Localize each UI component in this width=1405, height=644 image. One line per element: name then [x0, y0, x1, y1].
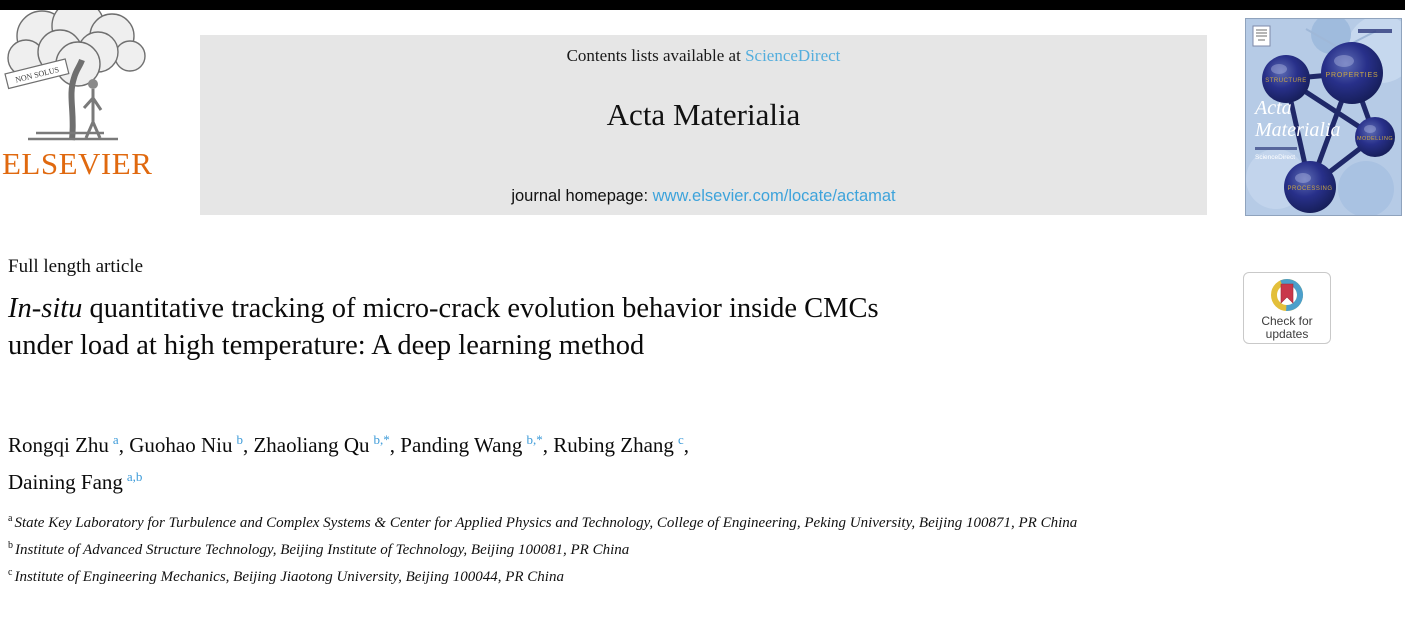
affiliation-list: a State Key Laboratory for Turbulence and…: [8, 509, 1148, 590]
title-line1-rest: quantitative tracking of micro-crack evo…: [89, 293, 879, 324]
cover-sphere-label: PROCESSING: [1287, 186, 1332, 192]
homepage-prefix: journal homepage:: [511, 187, 649, 205]
author-list: Rongqi Zhu a, Guohao Niu b, Zhaoliang Qu b,…: [8, 424, 1218, 498]
title-line2: under load at high temperature: A deep l…: [8, 330, 645, 361]
author-affil-sup: c: [677, 432, 684, 447]
author: Guohao Niu b,: [129, 432, 254, 457]
homepage-link[interactable]: www.elsevier.com/locate/actamat: [652, 187, 896, 205]
author-affil-sup: b,*: [373, 432, 390, 447]
title-italic-part: In-situ: [8, 293, 83, 324]
check-for-updates-badge[interactable]: Check for updates: [1243, 272, 1331, 344]
journal-header-box: Contents lists available at ScienceDirec…: [200, 35, 1207, 215]
cover-sciencedirect-text: ScienceDirect: [1255, 154, 1295, 161]
tree-trunk: [68, 58, 85, 141]
elsevier-tree-logo: NON SOLUS: [4, 0, 146, 141]
bottom-rule: [0, 0, 1405, 2]
affiliation-b: b Institute of Advanced Structure Technol…: [8, 540, 630, 558]
elsevier-wordmark: ELSEVIER: [2, 146, 153, 181]
author: Rongqi Zhu a,: [8, 432, 130, 457]
author-line-1: Rongqi Zhu a, Guohao Niu b, Zhaoliang Qu b,…: [8, 424, 1218, 461]
author: Zhaoliang Qu b,*,: [253, 432, 401, 457]
affiliation-a: a State Key Laboratory for Turbulence and…: [8, 513, 1078, 531]
cover-issn-text: [1358, 29, 1392, 33]
bookmark-icon: [1280, 283, 1294, 304]
cover-sphere-label: MODELLING: [1357, 136, 1393, 142]
author-affil-sup: b: [236, 432, 243, 447]
crossmark-icon: [1271, 279, 1303, 311]
figure-body: [82, 89, 103, 139]
author: Rubing Zhang c,: [553, 432, 689, 457]
journal-cover-image: STRUCTURE PROPERTIES MODELLING PROCESSIN…: [1245, 14, 1405, 217]
author-affil-sup: a,b: [126, 469, 143, 484]
cover-title-line1: Acta: [1253, 97, 1292, 119]
cover-sphere-label: PROPERTIES: [1326, 72, 1379, 79]
header-divider-rule: [0, 0, 1405, 10]
author-line-2: Daining Fang a,b: [8, 461, 1218, 498]
ground: [28, 131, 118, 141]
sciencedirect-link[interactable]: ScienceDirect: [745, 46, 841, 65]
cover-sphere-label: STRUCTURE: [1265, 78, 1307, 84]
author-affil-sup: b,*: [526, 432, 543, 447]
elsevier-logo: NON SOLUS ELSEVIER: [0, 0, 160, 181]
cover-title-line2: Materialia: [1254, 119, 1341, 141]
contents-line: Contents lists available at ScienceDirec…: [200, 46, 1207, 66]
author: Daining Fang a,b: [8, 469, 143, 494]
acta-materialia-cover: STRUCTURE PROPERTIES MODELLING PROCESSIN…: [1246, 14, 1405, 217]
article-type-label: Full length article: [8, 256, 144, 277]
figure-head: [88, 79, 98, 89]
article-title: In-situ quantitative tracking of micro-c…: [8, 290, 1228, 364]
badge-text-line2: updates: [1265, 327, 1309, 341]
author-affil-sup: a: [112, 432, 119, 447]
homepage-line: journal homepage: www.elsevier.com/locat…: [200, 187, 1207, 206]
journal-name: Acta Materialia: [606, 97, 801, 132]
author: Panding Wang b,*,: [400, 432, 554, 457]
badge-text-line1: Check for: [1261, 314, 1313, 328]
affiliation-c: c Institute of Engineering Mechanics, Bei…: [8, 567, 564, 585]
contents-prefix: Contents lists available at: [566, 46, 741, 65]
